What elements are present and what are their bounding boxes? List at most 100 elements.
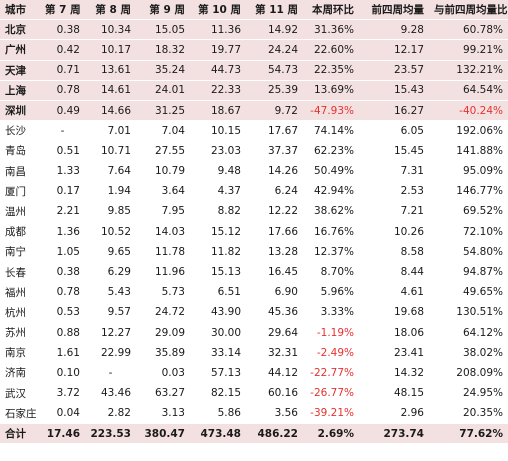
vs-prior-4wk-average-cell: 38.02%	[429, 342, 508, 364]
prior-4wk-average-cell: 7.21	[359, 201, 429, 223]
vs-prior-4wk-average-cell: 132.21%	[429, 60, 508, 81]
week-8-cell: 7.01	[85, 120, 136, 142]
week-10-cell: 30.00	[190, 322, 246, 344]
week-over-week-cell: 42.94%	[303, 181, 359, 202]
city-cell: 南昌	[0, 161, 40, 182]
header-week-7: 第 7 周	[40, 0, 85, 21]
week-8-cell: -	[85, 362, 136, 384]
week-9-cell: 10.79	[136, 161, 190, 182]
week-11-cell: 17.67	[246, 120, 303, 142]
week-7-cell: 0.88	[40, 322, 85, 344]
week-8-cell: 7.64	[85, 161, 136, 182]
vs-prior-4wk-average-cell: 95.09%	[429, 161, 508, 182]
week-9-cell: 31.25	[136, 100, 190, 122]
prior-4wk-average-cell: 23.41	[359, 342, 429, 364]
vs-prior-4wk-average-cell: 20.35%	[429, 403, 508, 424]
prior-4wk-average-cell: 7.31	[359, 161, 429, 182]
table-row: 济南 0.10-0.03 57.13 44.12 -22.77% 14.32 208.09%	[0, 362, 508, 384]
week-9-cell: 7.95	[136, 201, 190, 223]
week-11-cell: 44.12	[246, 362, 303, 384]
week-10-cell: 23.03	[190, 140, 246, 162]
week-11-cell: 29.64	[246, 322, 303, 344]
prior-4wk-average-cell: 2.53	[359, 181, 429, 202]
total-week-8-cell: 223.53	[85, 423, 136, 445]
vs-prior-4wk-average-cell: 49.65%	[429, 282, 508, 303]
header-week-9: 第 9 周	[136, 0, 190, 21]
week-10-cell: 43.90	[190, 302, 246, 324]
week-over-week-cell: -39.21%	[303, 403, 359, 424]
vs-prior-4wk-average-cell: 54.80%	[429, 241, 508, 263]
table-body: 北京 0.38 10.34 15.05 11.36 14.92 31.36% 9.28 60.7…	[0, 19, 508, 445]
week-9-cell: 7.04	[136, 120, 190, 142]
week-over-week-cell: 62.23%	[303, 140, 359, 162]
week-7-cell: 2.21	[40, 201, 85, 223]
total-vs-prior-4wk-average-cell: 77.62%	[429, 423, 508, 445]
city-cell: 武汉	[0, 383, 40, 404]
week-11-cell: 14.92	[246, 19, 303, 41]
city-cell: 上海	[0, 80, 40, 101]
table-row: 长沙 -7.01 7.04 10.15 17.67 74.14% 6.05 192.06%	[0, 120, 508, 142]
week-11-cell: 16.45	[246, 261, 303, 283]
vs-prior-4wk-average-cell: 141.88%	[429, 140, 508, 162]
week-over-week-cell: 31.36%	[303, 19, 359, 41]
week-9-cell: 35.24	[136, 60, 190, 81]
week-9-cell: 29.09	[136, 322, 190, 344]
total-city-cell: 合计	[0, 423, 40, 445]
total-week-over-week-cell: 2.69%	[303, 423, 359, 445]
week-11-cell: 25.39	[246, 80, 303, 101]
week-8-cell: 5.43	[85, 282, 136, 303]
header-week-8: 第 8 周	[85, 0, 136, 21]
table-row: 广州 0.42 10.17 18.32 19.77 24.24 22.60% 12.17 99.…	[0, 39, 508, 61]
city-weekly-volume-table: 城市 第 7 周 第 8 周 第 9 周 第 10 周 第 11 周 本周环比 …	[0, 0, 508, 445]
vs-prior-4wk-average-cell: 69.52%	[429, 201, 508, 223]
week-10-cell: 4.37	[190, 181, 246, 202]
week-8-cell: 43.46	[85, 383, 136, 404]
vs-prior-4wk-average-cell: 99.21%	[429, 39, 508, 61]
week-11-cell: 14.26	[246, 161, 303, 182]
prior-4wk-average-cell: 10.26	[359, 221, 429, 243]
total-row: 合计 17.46 223.53 380.47 473.48 486.22 2.69% 273.…	[0, 423, 508, 445]
week-8-cell: 12.27	[85, 322, 136, 344]
prior-4wk-average-cell: 12.17	[359, 39, 429, 61]
week-11-cell: 37.37	[246, 140, 303, 162]
week-9-cell: 14.03	[136, 221, 190, 243]
week-8-cell: 9.65	[85, 241, 136, 263]
table-row: 南宁 1.05 9.65 11.78 11.82 13.28 12.37% 8.58 54.80…	[0, 241, 508, 263]
total-prior-4wk-average-cell: 273.74	[359, 423, 429, 445]
week-over-week-cell: 12.37%	[303, 241, 359, 263]
week-7-cell: 0.49	[40, 100, 85, 122]
table-row: 天津 0.71 13.61 35.24 44.73 54.73 22.35% 23.57 132…	[0, 60, 508, 81]
week-over-week-cell: 50.49%	[303, 161, 359, 182]
city-cell: 济南	[0, 362, 40, 384]
week-over-week-cell: 16.76%	[303, 221, 359, 243]
vs-prior-4wk-average-cell: 64.54%	[429, 80, 508, 101]
city-cell: 温州	[0, 201, 40, 223]
week-11-cell: 45.36	[246, 302, 303, 324]
week-10-cell: 57.13	[190, 362, 246, 384]
week-8-cell: 14.66	[85, 100, 136, 122]
week-7-cell: 1.36	[40, 221, 85, 243]
week-11-cell: 54.73	[246, 60, 303, 81]
week-11-cell: 17.66	[246, 221, 303, 243]
city-cell: 青岛	[0, 140, 40, 162]
week-9-cell: 11.78	[136, 241, 190, 263]
city-cell: 深圳	[0, 100, 40, 122]
table-row: 南京 1.61 22.99 35.89 33.14 32.31 -2.49% 23.41 38.…	[0, 342, 508, 364]
week-11-cell: 12.22	[246, 201, 303, 223]
city-cell: 石家庄	[0, 403, 40, 424]
prior-4wk-average-cell: 18.06	[359, 322, 429, 344]
vs-prior-4wk-average-cell: 146.77%	[429, 181, 508, 202]
table-row: 青岛 0.51 10.71 27.55 23.03 37.37 62.23% 15.45 141…	[0, 140, 508, 162]
week-8-cell: 10.71	[85, 140, 136, 162]
week-8-cell: 14.61	[85, 80, 136, 101]
week-11-cell: 13.28	[246, 241, 303, 263]
week-10-cell: 22.33	[190, 80, 246, 101]
table-row: 南昌 1.33 7.64 10.79 9.48 14.26 50.49% 7.31 95.09%	[0, 161, 508, 182]
city-cell: 南宁	[0, 241, 40, 263]
week-over-week-cell: 13.69%	[303, 80, 359, 101]
vs-prior-4wk-average-cell: 192.06%	[429, 120, 508, 142]
prior-4wk-average-cell: 15.45	[359, 140, 429, 162]
week-10-cell: 10.15	[190, 120, 246, 142]
week-11-cell: 24.24	[246, 39, 303, 61]
prior-4wk-average-cell: 9.28	[359, 19, 429, 41]
